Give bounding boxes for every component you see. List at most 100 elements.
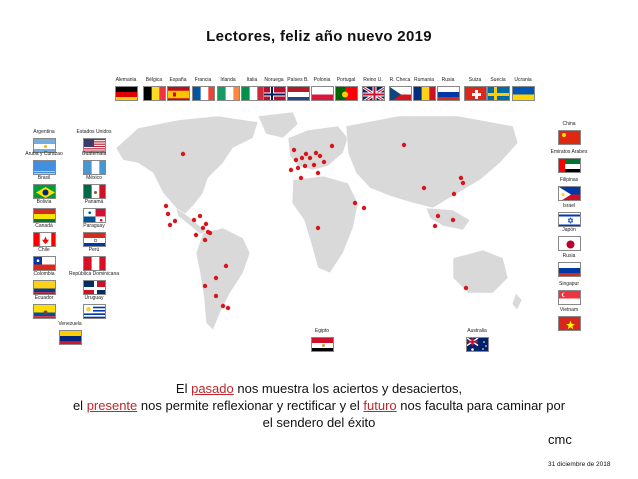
flag-bo-icon — [32, 208, 56, 223]
flag-ec-icon — [32, 304, 56, 319]
flag-pt-icon — [334, 86, 358, 101]
flag-pe-icon — [82, 256, 106, 271]
quote-futuro: futuro — [363, 398, 397, 413]
signature: cmc — [548, 432, 572, 447]
location-dot — [352, 200, 358, 206]
flag-it-icon — [240, 86, 264, 101]
location-dot — [191, 217, 197, 223]
asia-shape — [345, 115, 519, 209]
location-dot — [435, 213, 441, 219]
location-dot — [220, 303, 226, 309]
flag-label-ph: Filipinas — [559, 177, 579, 183]
quote-line1-part1: El — [175, 381, 192, 396]
flag-cn-icon — [557, 130, 581, 145]
flag-label-se: Suecia — [490, 77, 506, 83]
location-dot — [200, 225, 206, 231]
location-dot — [329, 143, 335, 149]
flag-label-jp: Japón — [562, 227, 576, 233]
location-dot — [303, 151, 309, 157]
location-dot — [225, 305, 231, 311]
location-dot — [293, 157, 299, 163]
flag-ua-icon — [511, 86, 535, 101]
location-dot — [223, 263, 229, 269]
flag-us-icon — [82, 138, 106, 153]
flag-es-icon — [166, 86, 190, 101]
flag-label-us: Estados Unidos — [76, 129, 112, 135]
location-dot — [302, 163, 308, 169]
location-dot — [202, 283, 208, 289]
location-dot — [213, 275, 219, 281]
quote-line2-part3: nos faculta para caminar por — [396, 398, 566, 413]
quote-line2-part2: nos permite reflexionar y rectificar y e… — [137, 398, 364, 413]
location-dot — [197, 213, 203, 219]
south-america-shape — [195, 227, 251, 331]
location-dot — [432, 223, 438, 229]
location-dot — [193, 232, 199, 238]
flag-uy-icon — [82, 304, 106, 319]
flag-label-ch: Suiza — [468, 77, 482, 83]
flag-py-icon — [82, 232, 106, 247]
location-dot — [295, 165, 301, 171]
quote-text: El pasado nos muestra los aciertos y des… — [0, 380, 638, 431]
flag-label-pe: Perú — [88, 247, 100, 253]
location-dot — [450, 217, 456, 223]
flag-label-au: Australia — [467, 328, 487, 334]
flag-label-gb: Reino U. — [363, 77, 383, 83]
flag-label-no: Noruega — [264, 77, 284, 83]
flag-label-eg: Egipto — [314, 328, 330, 334]
greenland-shape — [257, 111, 299, 139]
flag-label-fr: Francia — [194, 77, 212, 83]
flag-label-pa: Panamá — [84, 199, 104, 205]
flag-sg-icon — [557, 290, 581, 305]
flag-br-icon — [32, 184, 56, 199]
quote-pasado: pasado — [191, 381, 234, 396]
location-dot — [167, 222, 173, 228]
quote-line3: el sendero del éxito — [262, 415, 376, 430]
location-dot — [321, 159, 327, 165]
flag-label-cz: R. Checa — [389, 77, 411, 83]
location-dot — [202, 237, 208, 243]
flag-il-icon — [557, 212, 581, 227]
flag-label-ru: Rusia — [562, 253, 576, 259]
location-dot — [172, 218, 178, 224]
location-dot — [460, 180, 466, 186]
flag-pa-icon — [82, 208, 106, 223]
date-label: 31 diciembre de 2018 — [548, 461, 611, 468]
flag-co-icon — [32, 280, 56, 295]
flag-label-it: Italia — [246, 77, 258, 83]
flag-de-icon — [114, 86, 138, 101]
flag-eg-icon — [310, 337, 334, 352]
flag-vn-icon — [557, 316, 581, 331]
flag-nl-icon — [286, 86, 310, 101]
central-america-shape — [175, 207, 207, 235]
flag-ch-icon — [463, 86, 487, 101]
location-dot — [307, 155, 313, 161]
flag-label-ro: Rumania — [413, 77, 435, 83]
flag-ph-icon — [557, 186, 581, 201]
location-dot — [311, 162, 317, 168]
location-dot — [421, 185, 427, 191]
location-dot — [163, 203, 169, 209]
flag-label-ec: Ecuador — [34, 295, 54, 301]
flag-label-py: Paraguay — [83, 223, 105, 229]
flag-label-ie: Irlanda — [220, 77, 236, 83]
location-dot — [463, 285, 469, 291]
flag-ve-icon — [58, 330, 82, 345]
flag-label-cn: China — [562, 121, 576, 127]
flag-label-cl: Chile — [38, 247, 50, 253]
flag-do-icon — [82, 280, 106, 295]
flag-cl-icon — [32, 256, 56, 271]
flag-label-gt: Guatemala — [81, 151, 107, 157]
page-title: Lectores, feliz año nuevo 2019 — [206, 28, 432, 45]
location-dot — [315, 225, 321, 231]
flag-label-ae: Emiratos Arabes — [550, 149, 588, 155]
flag-se-icon — [486, 86, 510, 101]
flag-label-ru: Rusia — [441, 77, 455, 83]
location-dot — [401, 142, 407, 148]
location-dot — [299, 155, 305, 161]
flag-ie-icon — [216, 86, 240, 101]
new-zealand-shape — [511, 292, 523, 311]
location-dot — [451, 191, 457, 197]
flag-jp-icon — [557, 236, 581, 251]
flag-label-aw: Aruba y Curazao — [25, 151, 63, 157]
